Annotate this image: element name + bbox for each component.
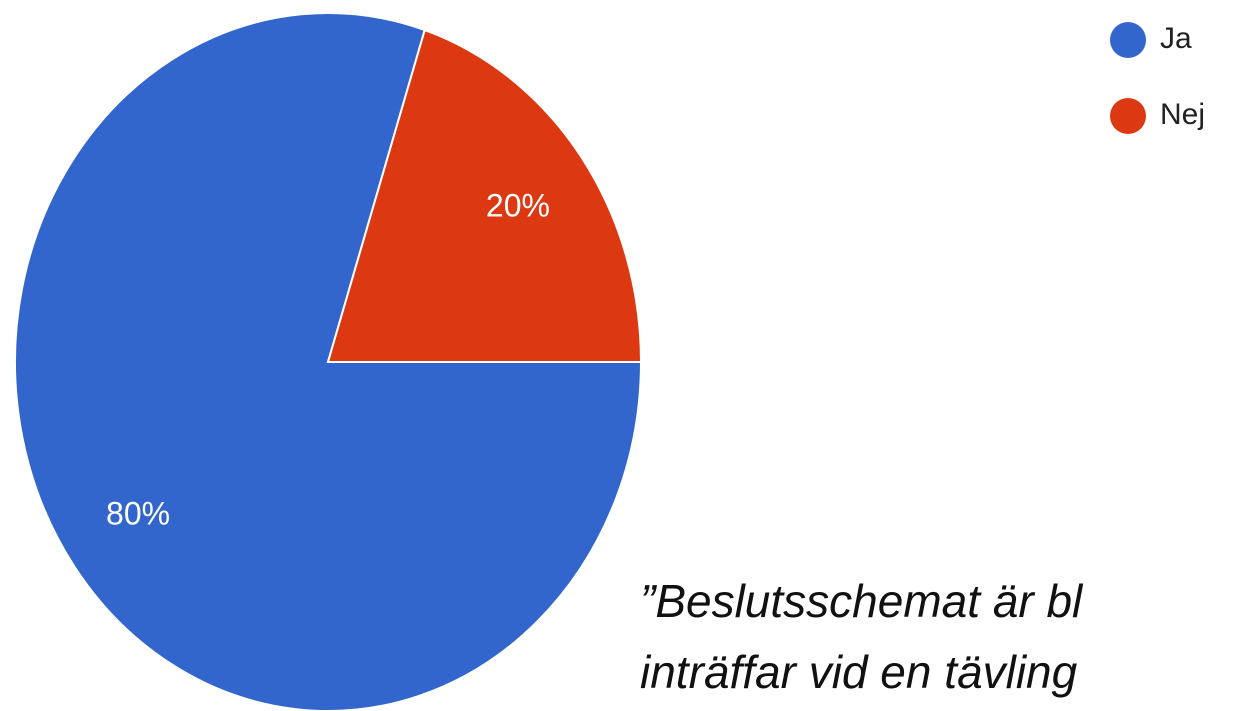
annotation: ”Beslutsschemat är bl	[640, 575, 1084, 627]
legend-label: Ja	[1160, 22, 1192, 55]
pie-slice	[326, 28, 643, 363]
annotation: inträffar vid en tävling	[640, 646, 1078, 698]
pie-slice	[14, 12, 643, 711]
slice-label: 20%	[486, 188, 550, 224]
legend-label: Nej	[1160, 98, 1205, 131]
slice-label: 80%	[106, 495, 170, 531]
legend-marker	[1110, 22, 1146, 58]
legend-marker	[1110, 98, 1146, 134]
